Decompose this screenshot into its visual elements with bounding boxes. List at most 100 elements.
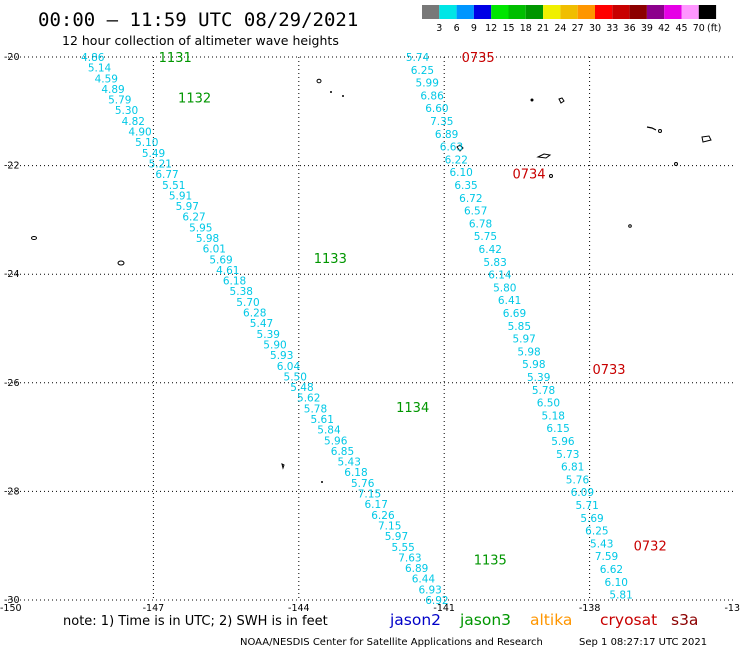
legend-label: 15: [502, 23, 514, 34]
swh-value: 6.22: [445, 154, 468, 166]
swh-value: 5.98: [517, 346, 540, 358]
legend-swatch: [456, 5, 474, 19]
swh-value: 6.10: [605, 577, 628, 589]
island: [330, 91, 332, 93]
swh-value: 6.63: [440, 142, 463, 154]
swh-value: 6.50: [537, 398, 560, 410]
swh-value: 5.39: [257, 329, 280, 341]
swh-value: 5.76: [351, 478, 375, 490]
swh-value: 5.91: [169, 190, 192, 202]
swh-value: 6.25: [411, 65, 434, 77]
swh-value: 5.83: [483, 257, 506, 269]
swh-value: 5.14: [88, 63, 112, 75]
swh-value: 6.18: [223, 276, 246, 288]
swh-value: 5.85: [508, 321, 531, 333]
time-label: 0735: [462, 51, 495, 66]
swh-value: 6.60: [425, 103, 448, 115]
swh-value: 7.35: [430, 116, 453, 128]
swh-value: 5.81: [609, 590, 632, 602]
swh-value: 7.59: [595, 551, 618, 563]
legend-swatch: [577, 5, 595, 19]
time-label: 1132: [178, 92, 211, 107]
swh-value: 6.09: [571, 487, 594, 499]
swh-value: 4.82: [122, 116, 145, 128]
swh-value: 5.97: [176, 201, 199, 213]
x-tick-label: -141: [433, 603, 455, 614]
swh-value: 5.78: [304, 403, 327, 415]
swh-value: 5.50: [284, 371, 307, 383]
swh-value: 5.90: [263, 339, 286, 351]
island-outlines: [31, 78, 712, 483]
island: [558, 97, 565, 104]
time-label: 0733: [592, 363, 625, 378]
island: [456, 144, 464, 152]
swh-value: 5.62: [297, 393, 320, 405]
swh-value: 5.97: [385, 531, 408, 543]
satellite-jason3: jason3: [459, 611, 511, 629]
legend-swatch: [612, 5, 630, 19]
swh-value: 6.86: [420, 90, 444, 102]
swh-value: 6.04: [277, 361, 301, 373]
swh-value: 5.97: [512, 334, 535, 346]
time-label: 1131: [159, 51, 192, 66]
swh-value: 5.76: [566, 474, 590, 486]
swh-value: 6.26: [371, 510, 395, 522]
swh-value: 5.70: [236, 297, 259, 309]
legend-swatch: [439, 5, 457, 19]
legend-label: 39: [641, 23, 653, 34]
swh-value: 5.43: [338, 457, 361, 469]
chart-title: 00:00 – 11:59 UTC 08/29/2021: [38, 9, 358, 31]
swh-value: 5.93: [270, 350, 293, 362]
time-label: 1133: [314, 252, 347, 267]
satellite-altika: altika: [530, 611, 572, 629]
swh-value: 6.69: [503, 308, 526, 320]
legend-label: 33: [606, 23, 618, 34]
swh-value: 5.21: [149, 158, 172, 170]
swh-value: 5.71: [575, 500, 598, 512]
island: [658, 129, 662, 133]
swh-value: 6.25: [585, 526, 608, 538]
island: [31, 236, 37, 240]
satellite-jason2: jason2: [389, 611, 441, 629]
satellite-s3a: s3a: [671, 611, 698, 629]
swh-value: 7.15: [378, 520, 401, 532]
legend-label: 30: [589, 23, 601, 34]
island: [281, 463, 285, 470]
island: [321, 481, 323, 483]
legend-swatch: [508, 5, 526, 19]
x-tick-label: -144: [288, 603, 310, 614]
legend-swatch: [543, 5, 561, 19]
swh-value: 6.42: [479, 244, 502, 256]
swh-value: 5.84: [317, 425, 341, 437]
legend-label: 27: [572, 23, 584, 34]
swh-value: 4.89: [101, 84, 124, 96]
island: [646, 126, 657, 131]
legend-label: 36: [624, 23, 636, 34]
swh-value: 6.81: [561, 462, 584, 474]
legend-label: 18: [520, 23, 532, 34]
swh-value: 5.96: [551, 436, 575, 448]
swh-value: 5.69: [580, 513, 603, 525]
swh-value: 6.57: [464, 206, 487, 218]
swh-value: 5.55: [391, 542, 414, 554]
swh-value: 5.75: [474, 231, 497, 243]
legend-label: 21: [537, 23, 549, 34]
swh-value: 6.72: [459, 193, 482, 205]
swh-value: 5.51: [162, 180, 185, 192]
color-legend: 3 6 9 12 15 18 21 24 27 30 33 36 39 42 45 70: [422, 5, 717, 34]
legend-swatch: [560, 5, 578, 19]
swh-value: 6.17: [365, 499, 388, 511]
x-tick-label: -138: [579, 603, 601, 614]
time-label: 1135: [474, 553, 507, 568]
legend-swatch: [525, 5, 544, 19]
time-label: 1134: [396, 401, 429, 416]
y-tick-label: -20: [4, 52, 20, 63]
swh-value: 5.48: [290, 382, 313, 394]
swh-value: 6.28: [243, 308, 266, 320]
legend-swatch: [491, 5, 509, 19]
satellite-tracks: 4.865.144.594.895.795.304.824.905.105.49…: [81, 51, 667, 607]
swh-value: 6.27: [182, 212, 205, 224]
swh-value: 5.78: [532, 385, 555, 397]
swh-value: 5.61: [311, 414, 334, 426]
swh-value: 5.30: [115, 105, 138, 117]
